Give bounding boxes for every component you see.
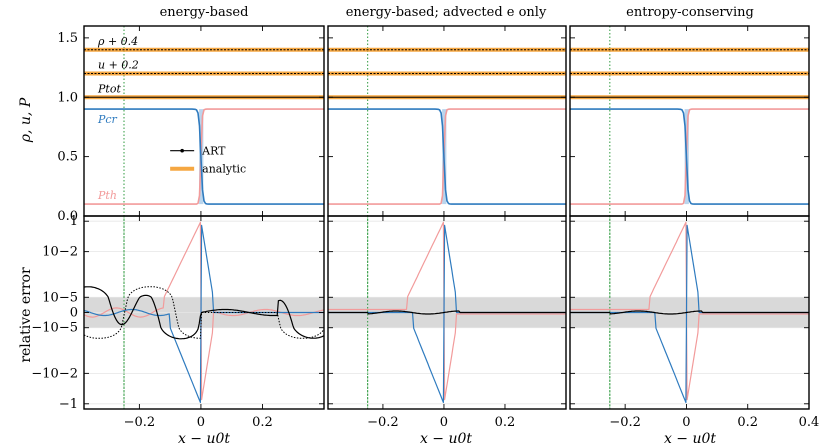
xlabel-2: x − u0t <box>664 431 716 447</box>
pcr-curve <box>328 108 566 205</box>
pth-error-curve <box>570 221 809 401</box>
top-ylabel: ρ, u, P <box>18 97 34 143</box>
pth-curve <box>84 108 324 205</box>
xlabel-1: x − u0t <box>420 431 472 447</box>
legend-analytic-label: analytic <box>202 163 246 176</box>
legend-art-marker <box>180 148 184 153</box>
annotation-4: Pth <box>97 189 117 202</box>
xtick-label: 0 <box>440 415 448 430</box>
bottom-ylabel: relative error <box>18 267 34 363</box>
bottom-ytick-label: −10−2 <box>31 366 78 381</box>
art-error-curve <box>83 286 325 340</box>
column-title-1: energy-based; advected e only <box>346 5 547 20</box>
bottom-ytick-label: −1 <box>59 397 78 412</box>
top-axes-frame <box>569 25 810 217</box>
pcr-curve <box>570 108 809 205</box>
annotation-0: ρ + 0.4 <box>97 35 138 48</box>
art-error-curve <box>570 310 809 315</box>
xtick-label: −0.2 <box>124 415 156 430</box>
pcr-curve <box>84 108 324 205</box>
bottom-ytick-label: 10−2 <box>42 245 78 260</box>
art-error-curve <box>328 310 566 315</box>
pth-curve <box>328 108 566 205</box>
art-error-curve-dotted <box>83 286 325 339</box>
legend-art-label: ART <box>201 145 226 158</box>
xtick-label: −0.2 <box>609 415 641 430</box>
top-ytick-label: 1.0 <box>57 90 78 105</box>
xtick-label: 0.4 <box>799 415 820 430</box>
pth-error-curve <box>328 221 566 401</box>
top-ytick-label: 0.5 <box>57 150 78 165</box>
xtick-label: 0.2 <box>737 415 758 430</box>
xtick-label: 0 <box>197 415 205 430</box>
xtick-label: 0.2 <box>252 415 273 430</box>
xlabel-0: x − u0t <box>178 431 230 447</box>
bottom-ytick-label: −10−5 <box>31 321 78 336</box>
bottom-ytick-label: 10−5 <box>42 290 78 305</box>
xtick-label: −0.2 <box>367 415 399 430</box>
top-ytick-label: 0.0 <box>57 209 78 224</box>
annotation-3: Pcr <box>97 113 118 126</box>
column-title-2: entropy-conserving <box>626 5 754 20</box>
top-axes-frame <box>83 25 325 217</box>
column-title-0: energy-based <box>160 5 249 20</box>
top-axes-frame <box>327 25 567 217</box>
annotation-1: u + 0.2 <box>98 59 139 72</box>
annotation-2: Ptot <box>97 82 121 95</box>
pcr-error-curve <box>83 224 324 404</box>
bottom-ytick-label: 1 <box>70 214 78 229</box>
top-ytick-label: 1.5 <box>57 31 78 46</box>
xtick-label: 0 <box>682 415 690 430</box>
bottom-ytick-label: 0 <box>70 306 78 321</box>
xtick-label: 0.2 <box>495 415 516 430</box>
pth-curve <box>570 108 809 205</box>
